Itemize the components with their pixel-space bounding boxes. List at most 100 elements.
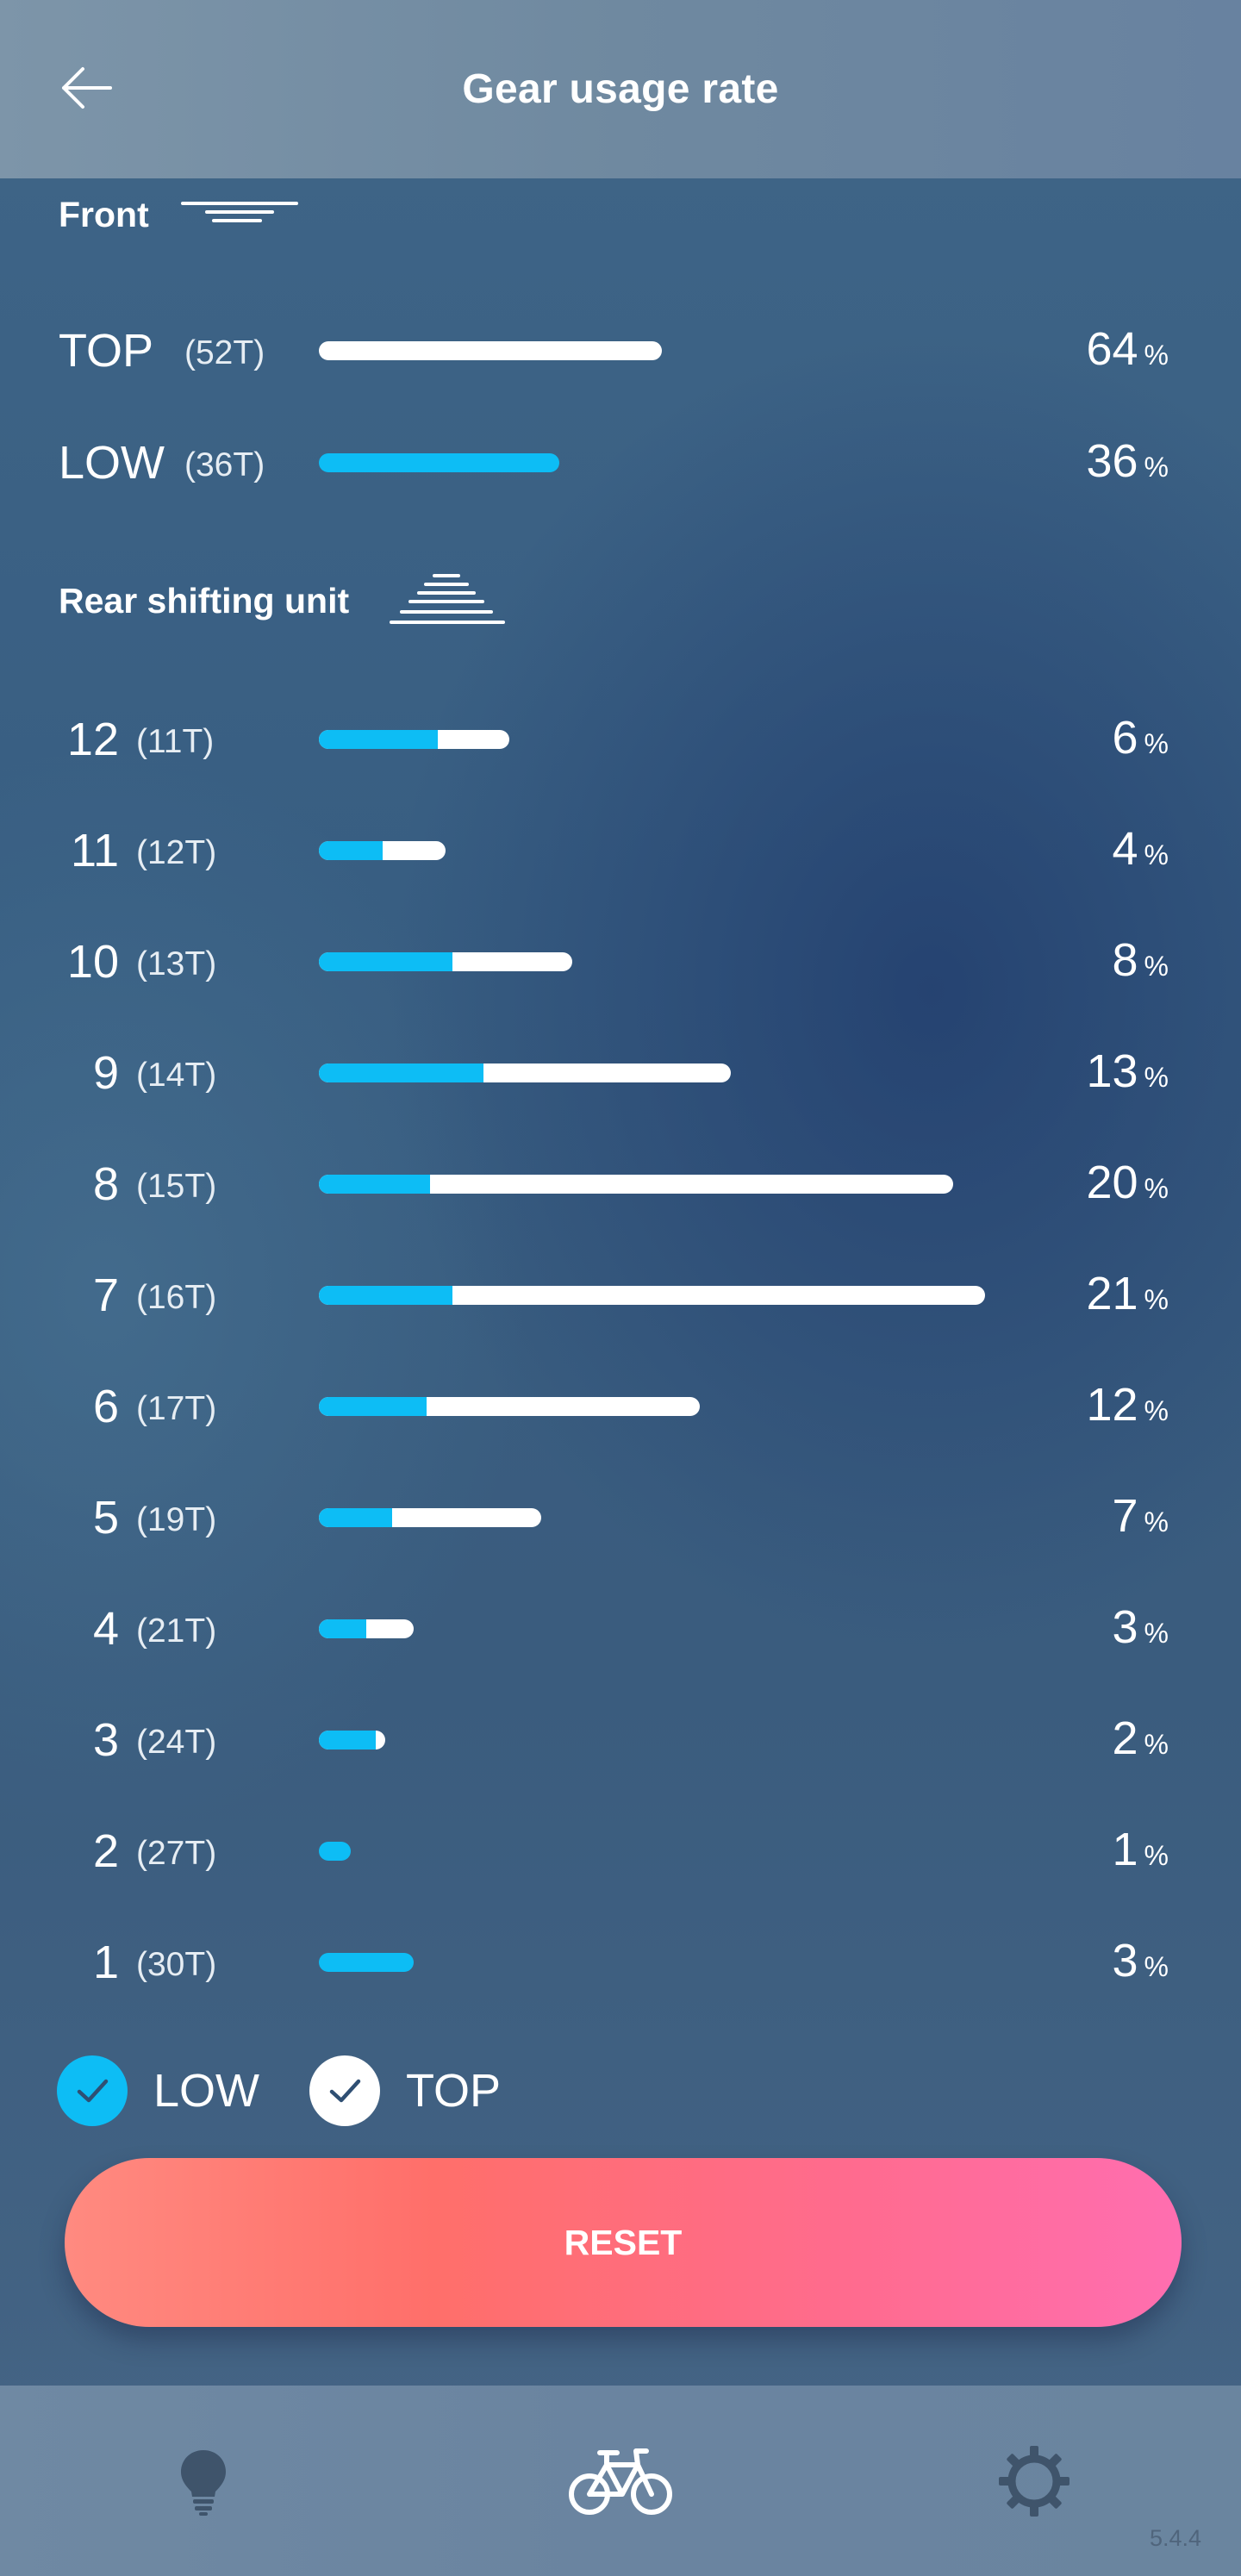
rear-gear-row: 10 (13T) 8% — [0, 928, 1241, 997]
usage-bar — [319, 1953, 1008, 1972]
low-usage-bar — [319, 1731, 377, 1750]
percent-number: 13 — [1086, 1045, 1138, 1097]
reset-button[interactable]: RESET — [65, 2158, 1182, 2327]
usage-bar — [319, 1619, 1008, 1638]
chart-legend: LOW TOP — [57, 2055, 551, 2127]
lightbulb-icon — [181, 2449, 226, 2516]
front-gear-row: LOW (36T) 36% — [0, 429, 1241, 498]
gear-number: 6 — [92, 1381, 119, 1432]
percent-value: 4% — [1113, 822, 1169, 876]
rear-gear-row: 7 (16T) 21% — [0, 1262, 1241, 1331]
rear-gear-row: 3 (24T) 2% — [0, 1706, 1241, 1775]
percent-number: 1 — [1112, 1824, 1138, 1875]
percent-value: 64% — [1086, 322, 1169, 376]
teeth-count: (19T) — [136, 1501, 217, 1538]
percent-unit: % — [1144, 1173, 1169, 1204]
nav-bike-button[interactable] — [491, 2386, 750, 2576]
percent-value: 7% — [1113, 1489, 1169, 1543]
rear-gear-row: 5 (19T) 7% — [0, 1484, 1241, 1553]
teeth-count: (36T) — [184, 446, 265, 483]
low-checkbox[interactable] — [57, 2055, 128, 2126]
app-header: Gear usage rate — [0, 0, 1241, 178]
rear-gear-row: 11 (12T) 4% — [0, 817, 1241, 886]
gear-number: 8 — [92, 1158, 119, 1210]
teeth-count: (30T) — [136, 1946, 217, 1983]
percent-number: 12 — [1086, 1379, 1138, 1431]
bottom-navigation — [0, 2386, 1241, 2576]
low-usage-bar — [319, 730, 438, 749]
low-usage-bar — [319, 1063, 484, 1082]
percent-value: 2% — [1113, 1712, 1169, 1765]
back-button[interactable] — [55, 57, 126, 119]
low-usage-bar — [319, 1397, 427, 1416]
percent-value: 13% — [1086, 1045, 1169, 1098]
percent-value: 21% — [1086, 1267, 1169, 1320]
percent-value: 20% — [1086, 1156, 1169, 1209]
percent-unit: % — [1144, 1618, 1169, 1649]
low-usage-bar — [319, 1286, 452, 1305]
low-usage-bar — [319, 1953, 415, 1972]
teeth-count: (52T) — [184, 334, 265, 371]
usage-bar — [319, 1842, 1008, 1861]
teeth-count: (16T) — [136, 1279, 217, 1316]
gear-position-label: TOP — [59, 325, 154, 377]
percent-value: 36% — [1086, 434, 1169, 488]
bicycle-icon — [569, 2448, 672, 2515]
front-gear-row: TOP (52T) 64% — [0, 317, 1241, 386]
percent-number: 6 — [1112, 712, 1138, 764]
top-usage-bar — [319, 1286, 985, 1305]
rear-gear-row: 1 (30T) 3% — [0, 1929, 1241, 1998]
percent-unit: % — [1144, 951, 1169, 982]
gear-settings-icon — [999, 2445, 1070, 2517]
gear-number: 11 — [70, 825, 119, 876]
front-chainring-icon — [181, 202, 298, 222]
rear-gear-row: 8 (15T) 20% — [0, 1151, 1241, 1219]
rear-gear-row: 9 (14T) 13% — [0, 1039, 1241, 1108]
gear-number: 2 — [92, 1825, 119, 1877]
top-toggle[interactable]: TOP — [309, 2055, 501, 2126]
percent-number: 64 — [1086, 323, 1138, 375]
gear-number: 9 — [92, 1047, 119, 1099]
usage-bar — [319, 952, 1008, 971]
percent-unit: % — [1144, 1062, 1169, 1093]
rear-section-label: Rear shifting unit — [59, 581, 350, 621]
gear-number: 4 — [92, 1603, 119, 1655]
gear-number: 10 — [66, 936, 119, 988]
percent-unit: % — [1144, 1395, 1169, 1426]
percent-value: 12% — [1086, 1378, 1169, 1431]
percent-value: 3% — [1113, 1934, 1169, 1987]
nav-settings-button[interactable] — [905, 2386, 1163, 2576]
low-legend-label: LOW — [153, 2065, 260, 2117]
teeth-count: (21T) — [136, 1612, 217, 1650]
usage-bar — [319, 1508, 1008, 1527]
gear-number: 5 — [92, 1492, 119, 1544]
checkmark-icon — [77, 2079, 109, 2103]
teeth-count: (17T) — [136, 1390, 217, 1427]
gear-number: 1 — [92, 1937, 119, 1988]
low-toggle[interactable]: LOW — [57, 2055, 259, 2126]
gear-position-label: LOW — [59, 437, 165, 489]
percent-unit: % — [1144, 1506, 1169, 1537]
top-legend-label: TOP — [406, 2065, 502, 2117]
arrow-left-icon — [62, 67, 112, 109]
usage-bar — [319, 1731, 1008, 1750]
rear-cassette-icon — [390, 574, 505, 624]
percent-number: 20 — [1086, 1157, 1138, 1208]
percent-value: 8% — [1113, 933, 1169, 987]
front-section-label: Front — [59, 195, 149, 234]
percent-unit: % — [1144, 1840, 1169, 1871]
rear-gear-row: 12 (11T) 6% — [0, 706, 1241, 775]
nav-tips-button[interactable] — [74, 2386, 333, 2576]
percent-unit: % — [1144, 728, 1169, 759]
top-checkbox[interactable] — [309, 2055, 381, 2126]
rear-gear-row: 4 (21T) 3% — [0, 1595, 1241, 1664]
percent-number: 3 — [1112, 1935, 1138, 1987]
low-usage-bar — [319, 1175, 430, 1194]
usage-bar — [319, 341, 1008, 360]
teeth-count: (27T) — [136, 1835, 217, 1872]
teeth-count: (12T) — [136, 834, 217, 871]
percent-unit: % — [1144, 340, 1169, 371]
app-version: 5.4.4 — [1149, 2525, 1201, 2551]
gear-number: 12 — [66, 714, 119, 765]
usage-bar — [319, 1175, 1008, 1194]
